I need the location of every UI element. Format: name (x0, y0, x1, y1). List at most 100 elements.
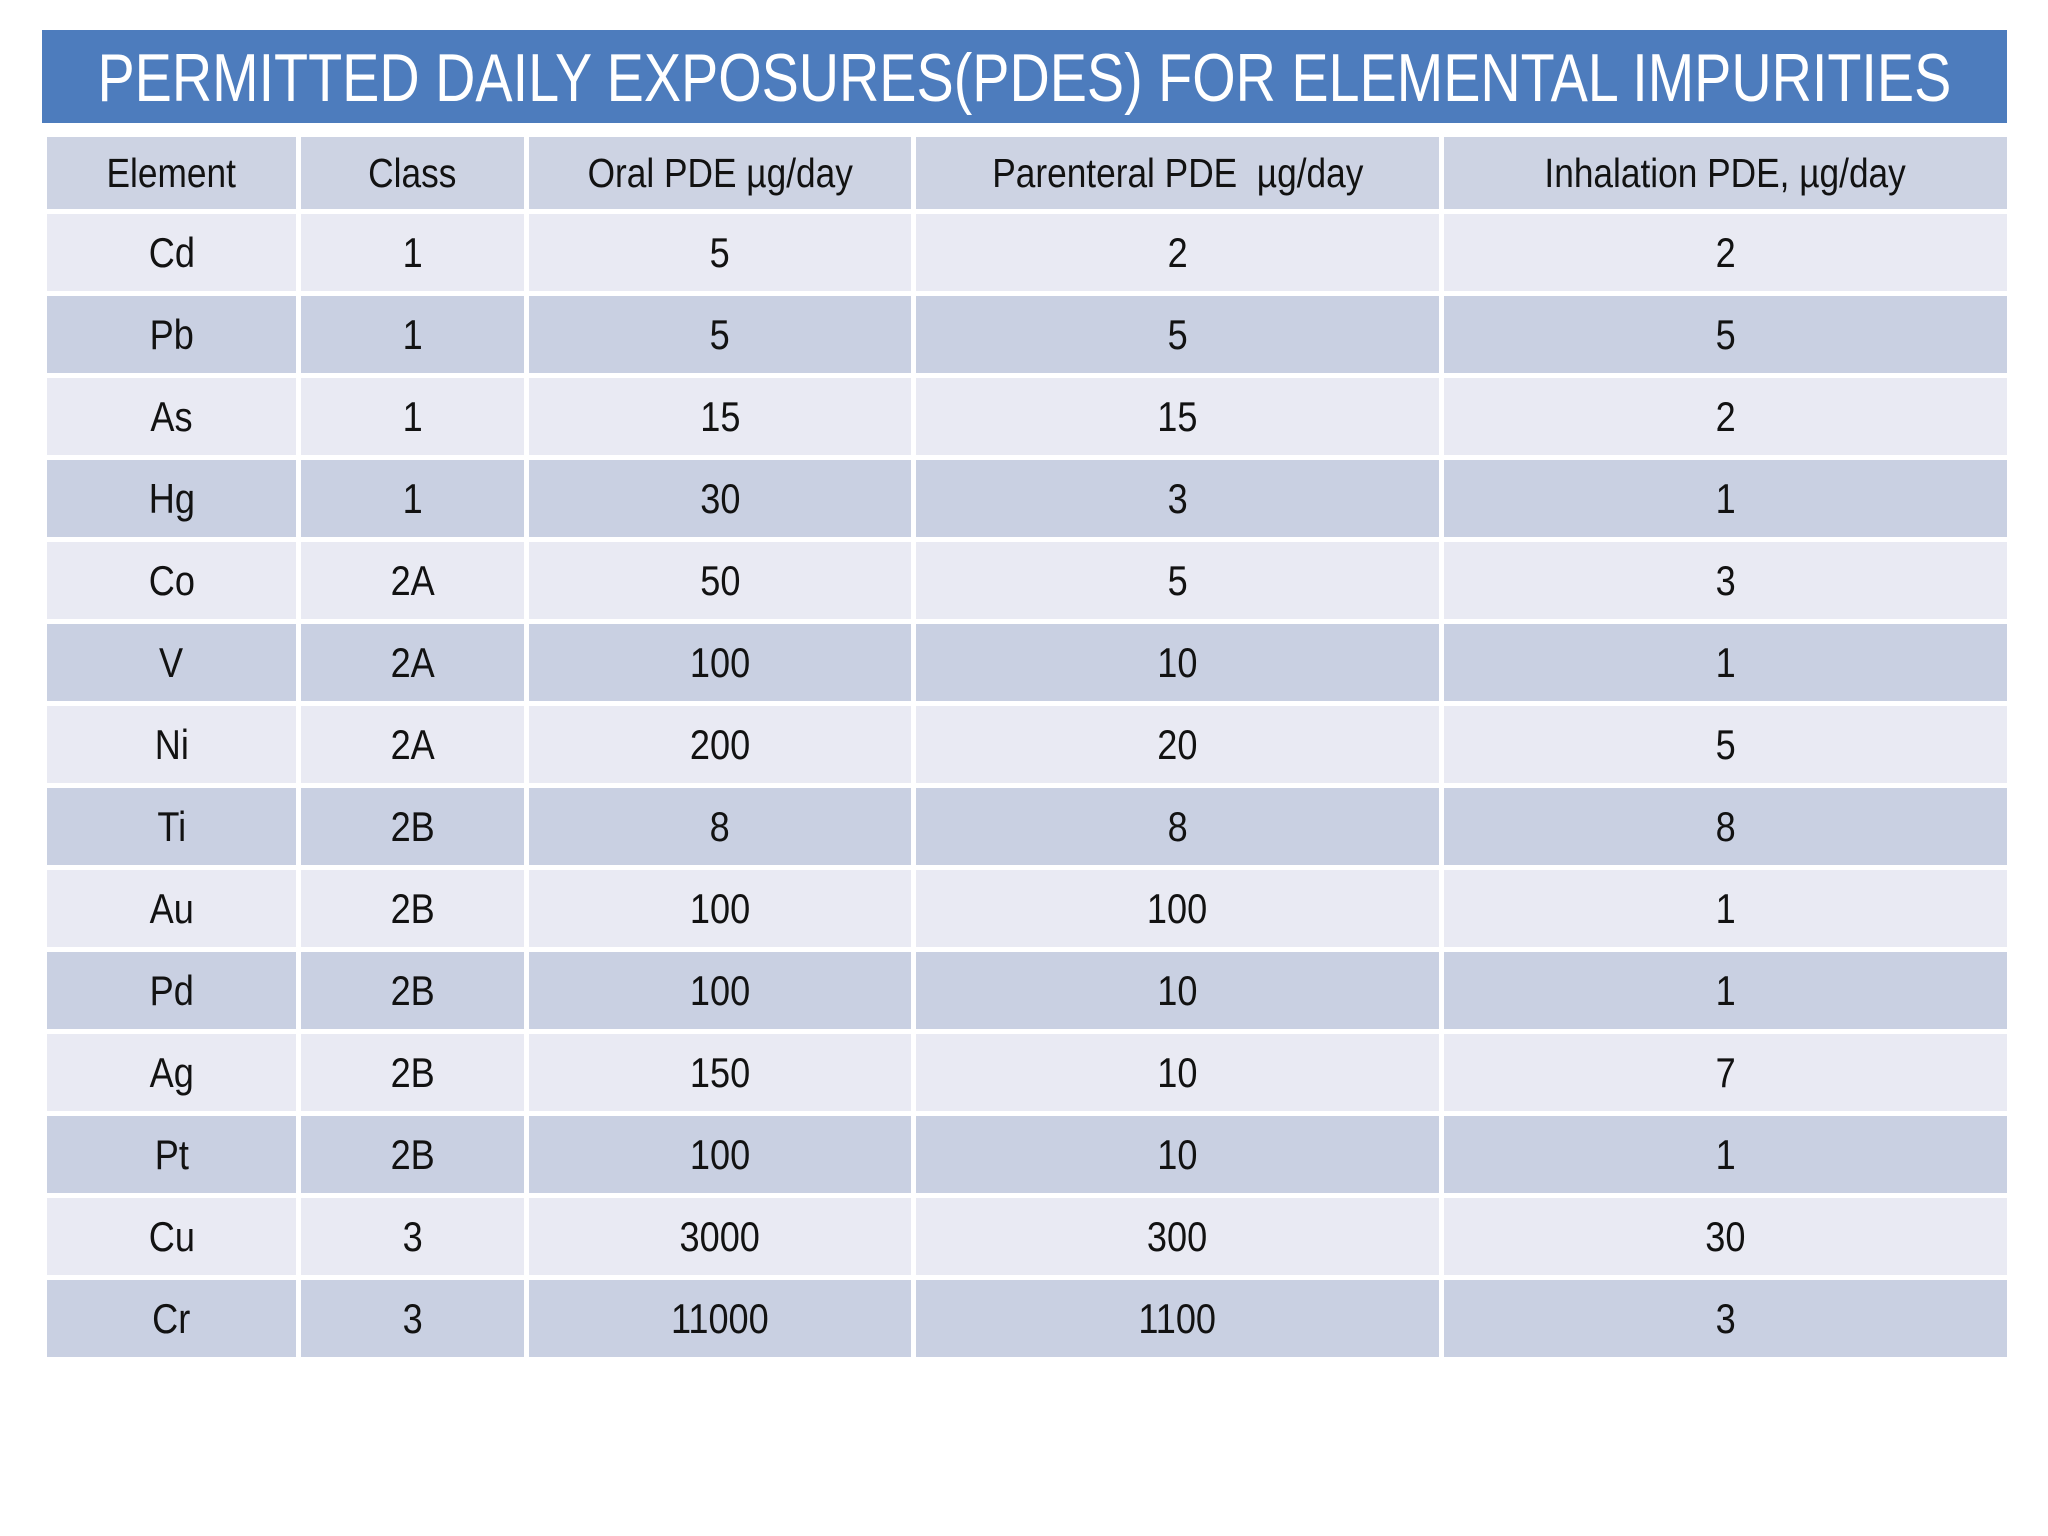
slide-title: PERMITTED DAILY EXPOSURES(PDES) FOR ELEM… (97, 39, 1952, 116)
cell-value: 2B (390, 1130, 435, 1178)
table-cell: 8 (1439, 783, 2012, 870)
cell-value: 10 (1157, 1048, 1198, 1096)
table-cell: 100 (524, 1111, 916, 1198)
table-cell: 2 (911, 209, 1444, 296)
cell-value: 20 (1157, 720, 1198, 768)
table-cell: 10 (911, 1111, 1444, 1198)
cell-value: 5 (1715, 720, 1736, 768)
cell-value: 50 (699, 556, 741, 604)
table-row: Au 2B 100 100 1 (42, 865, 2012, 952)
cell-value: 15 (699, 392, 741, 440)
table-cell: 50 (524, 537, 916, 624)
cell-value: 1 (1715, 884, 1736, 932)
table-cell: Ni (42, 701, 301, 788)
cell-value: 5 (709, 228, 731, 276)
cell-value: 5 (1167, 310, 1188, 358)
cell-value: Pt (154, 1130, 189, 1178)
table-area: PERMITTED DAILY EXPOSURES(PDES) FOR ELEM… (42, 30, 2012, 1362)
table-cell: V (42, 619, 301, 706)
column-header-inhalation-pde: Inhalation PDE, µg/day (1439, 132, 2012, 214)
cell-value: Pb (149, 310, 194, 358)
cell-value: 10 (1157, 638, 1198, 686)
column-header-class: Class (296, 132, 529, 214)
table-cell: Pt (42, 1111, 301, 1198)
table-cell: Ag (42, 1029, 301, 1116)
table-cell: 2 (1439, 373, 2012, 460)
table-cell: 1 (296, 209, 529, 296)
cell-value: 2A (390, 720, 435, 768)
table-cell: Cu (42, 1193, 301, 1280)
table-cell: 30 (1439, 1193, 2012, 1280)
table-cell: 100 (524, 619, 916, 706)
cell-value: 100 (689, 638, 751, 686)
cell-value: 3 (1715, 556, 1736, 604)
column-header-oral-pde: Oral PDE µg/day (524, 132, 916, 214)
cell-value: 2A (390, 556, 435, 604)
table-cell: 1 (1439, 619, 2012, 706)
cell-value: As (150, 392, 193, 440)
cell-value: 1 (402, 392, 423, 440)
cell-value: 2B (390, 802, 435, 850)
table-cell: 3 (1439, 537, 2012, 624)
cell-value: Ag (149, 1048, 194, 1096)
table-cell: 3 (911, 455, 1444, 542)
table-cell: 15 (524, 373, 916, 460)
table-cell: 3 (296, 1275, 529, 1362)
cell-value: V (159, 638, 184, 686)
cell-value: 10 (1157, 966, 1198, 1014)
cell-value: 2B (390, 1048, 435, 1096)
cell-value: Au (149, 884, 194, 932)
cell-value: 8 (709, 802, 731, 850)
cell-value: 1 (402, 474, 423, 522)
table-cell: 100 (911, 865, 1444, 952)
table-row: Hg 1 30 3 1 (42, 455, 2012, 542)
table-cell: 30 (524, 455, 916, 542)
table-cell: 300 (911, 1193, 1444, 1280)
cell-value: 30 (1705, 1212, 1746, 1260)
table-cell: 3000 (524, 1193, 916, 1280)
table-cell: 2B (296, 865, 529, 952)
cell-value: 100 (689, 1130, 751, 1178)
table-cell: 5 (1439, 701, 2012, 788)
table-cell: Au (42, 865, 301, 952)
table-cell: 3 (1439, 1275, 2012, 1362)
title-bar: PERMITTED DAILY EXPOSURES(PDES) FOR ELEM… (42, 30, 2007, 123)
cell-value: 3000 (679, 1212, 761, 1260)
cell-value: Co (148, 556, 195, 604)
table-cell: Cr (42, 1275, 301, 1362)
table-cell: 8 (911, 783, 1444, 870)
cell-value: 2B (390, 884, 435, 932)
column-header-label: Parenteral PDE µg/day (991, 149, 1364, 196)
table-cell: 1 (296, 373, 529, 460)
table-cell: 200 (524, 701, 916, 788)
cell-value: Ti (157, 802, 186, 850)
table-cell: 15 (911, 373, 1444, 460)
table-cell: 7 (1439, 1029, 2012, 1116)
table-row: Co 2A 50 5 3 (42, 537, 2012, 624)
column-header-parenteral-pde: Parenteral PDE µg/day (911, 132, 1444, 214)
table-cell: 5 (524, 291, 916, 378)
cell-value: 8 (1715, 802, 1736, 850)
table-cell: 20 (911, 701, 1444, 788)
cell-value: 200 (689, 720, 751, 768)
table-cell: Pb (42, 291, 301, 378)
table-cell: 8 (524, 783, 916, 870)
table-body: Cd 1 5 2 2 Pb 1 5 5 5 As 1 15 15 2 Hg 1 30 3 1 Co 2A 50 5 3 V 2A 10… (42, 209, 2012, 1362)
table-row: Pd 2B 100 10 1 (42, 947, 2012, 1034)
cell-value: 3 (1167, 474, 1188, 522)
cell-value: Cr (152, 1294, 191, 1342)
cell-value: 1100 (1138, 1294, 1217, 1342)
column-header-label: Inhalation PDE, µg/day (1544, 149, 1907, 196)
table-row: Pb 1 5 5 5 (42, 291, 2012, 378)
table-cell: 10 (911, 947, 1444, 1034)
header-row: Element Class Oral PDE µg/day Parenteral… (42, 132, 2012, 214)
table-cell: 2 (1439, 209, 2012, 296)
cell-value: 2 (1715, 228, 1736, 276)
column-header-label: Oral PDE µg/day (587, 149, 853, 196)
table-cell: 5 (911, 291, 1444, 378)
table-cell: 1 (1439, 1111, 2012, 1198)
table-cell: 2B (296, 783, 529, 870)
cell-value: Pd (149, 966, 194, 1014)
table-cell: 5 (1439, 291, 2012, 378)
